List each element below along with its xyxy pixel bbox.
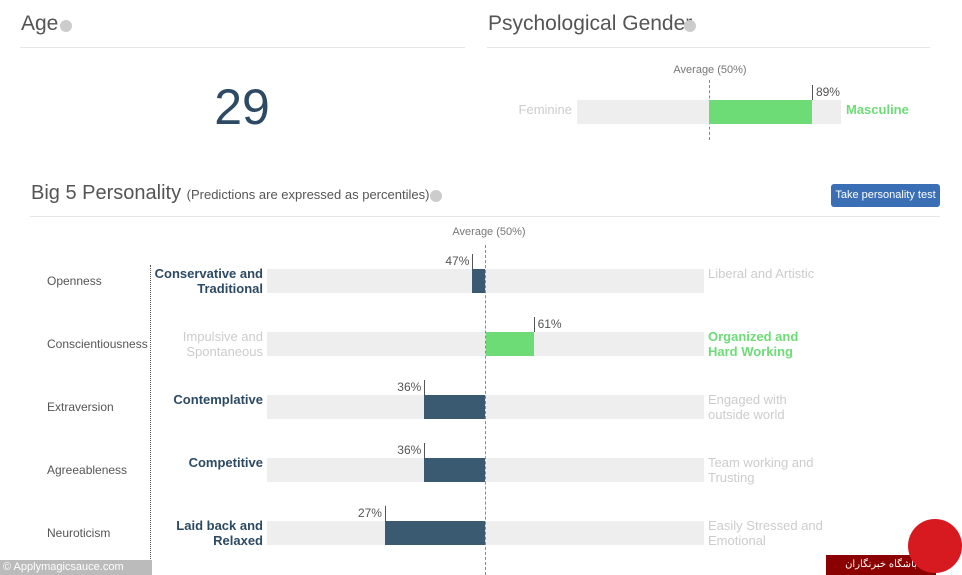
average-label: Average (50%) (452, 226, 526, 238)
bar-tick (811, 85, 813, 100)
left-label: Contemplative (173, 392, 263, 407)
bar-tick (384, 506, 386, 521)
trait-name: Agreeableness (47, 463, 128, 477)
right-label: Organized and Hard Working (708, 329, 799, 359)
trait-name: Neuroticism (47, 526, 111, 540)
value-label: 89% (815, 85, 840, 99)
right-label: Team working and Trusting (708, 455, 814, 485)
divider (30, 216, 940, 217)
right-label: Easily Stressed and Emotional (708, 518, 823, 548)
big5-title-text: Big 5 Personality (31, 182, 182, 204)
trait-name: Conscientiousness (47, 337, 148, 351)
bar (709, 100, 812, 124)
left-label: Laid back and Relaxed (176, 518, 263, 548)
bar-tick (533, 317, 535, 332)
value-label: 61% (537, 317, 562, 331)
left-label: Competitive (188, 455, 263, 470)
bar (472, 269, 486, 293)
help-icon[interactable] (684, 20, 696, 32)
gender-title: Psychological Gender (488, 12, 693, 35)
logo-circle (908, 519, 962, 573)
bar (424, 395, 486, 419)
axis-line (150, 265, 151, 575)
average-line (485, 245, 486, 575)
help-icon[interactable] (60, 20, 72, 32)
divider (487, 47, 930, 48)
take-test-button[interactable]: Take personality test (831, 184, 940, 207)
bar (424, 458, 486, 482)
value-label: 47% (445, 254, 470, 268)
value-label: 27% (357, 506, 382, 520)
value-label: 36% (397, 380, 422, 394)
masculine-label: Masculine (846, 102, 909, 117)
left-label: Conservative and Traditional (154, 266, 263, 296)
bar (384, 521, 486, 545)
value-label: 36% (397, 443, 422, 457)
left-label: Impulsive and Spontaneous (182, 329, 263, 359)
age-value: 29 (214, 79, 270, 135)
divider (20, 47, 465, 48)
bar (485, 332, 534, 356)
feminine-label: Feminine (518, 102, 572, 117)
right-label: Engaged with outside world (708, 392, 787, 422)
help-icon[interactable] (430, 190, 442, 202)
right-label: Liberal and Artistic (708, 266, 815, 281)
average-label: Average (50%) (673, 64, 747, 76)
trait-name: Extraversion (47, 400, 114, 414)
watermark: © Applymagicsauce.com (0, 560, 152, 575)
bar-tick (472, 254, 474, 269)
logo-banner: باشگاه خبرنگاران (826, 555, 936, 575)
big5-subtitle: (Predictions are expressed as percentile… (186, 187, 430, 202)
age-title: Age (21, 12, 59, 35)
bar-tick (424, 380, 426, 395)
trait-name: Openness (47, 274, 102, 288)
bar-tick (424, 443, 426, 458)
big5-title: Big 5 Personality (Predictions are expre… (31, 182, 429, 205)
